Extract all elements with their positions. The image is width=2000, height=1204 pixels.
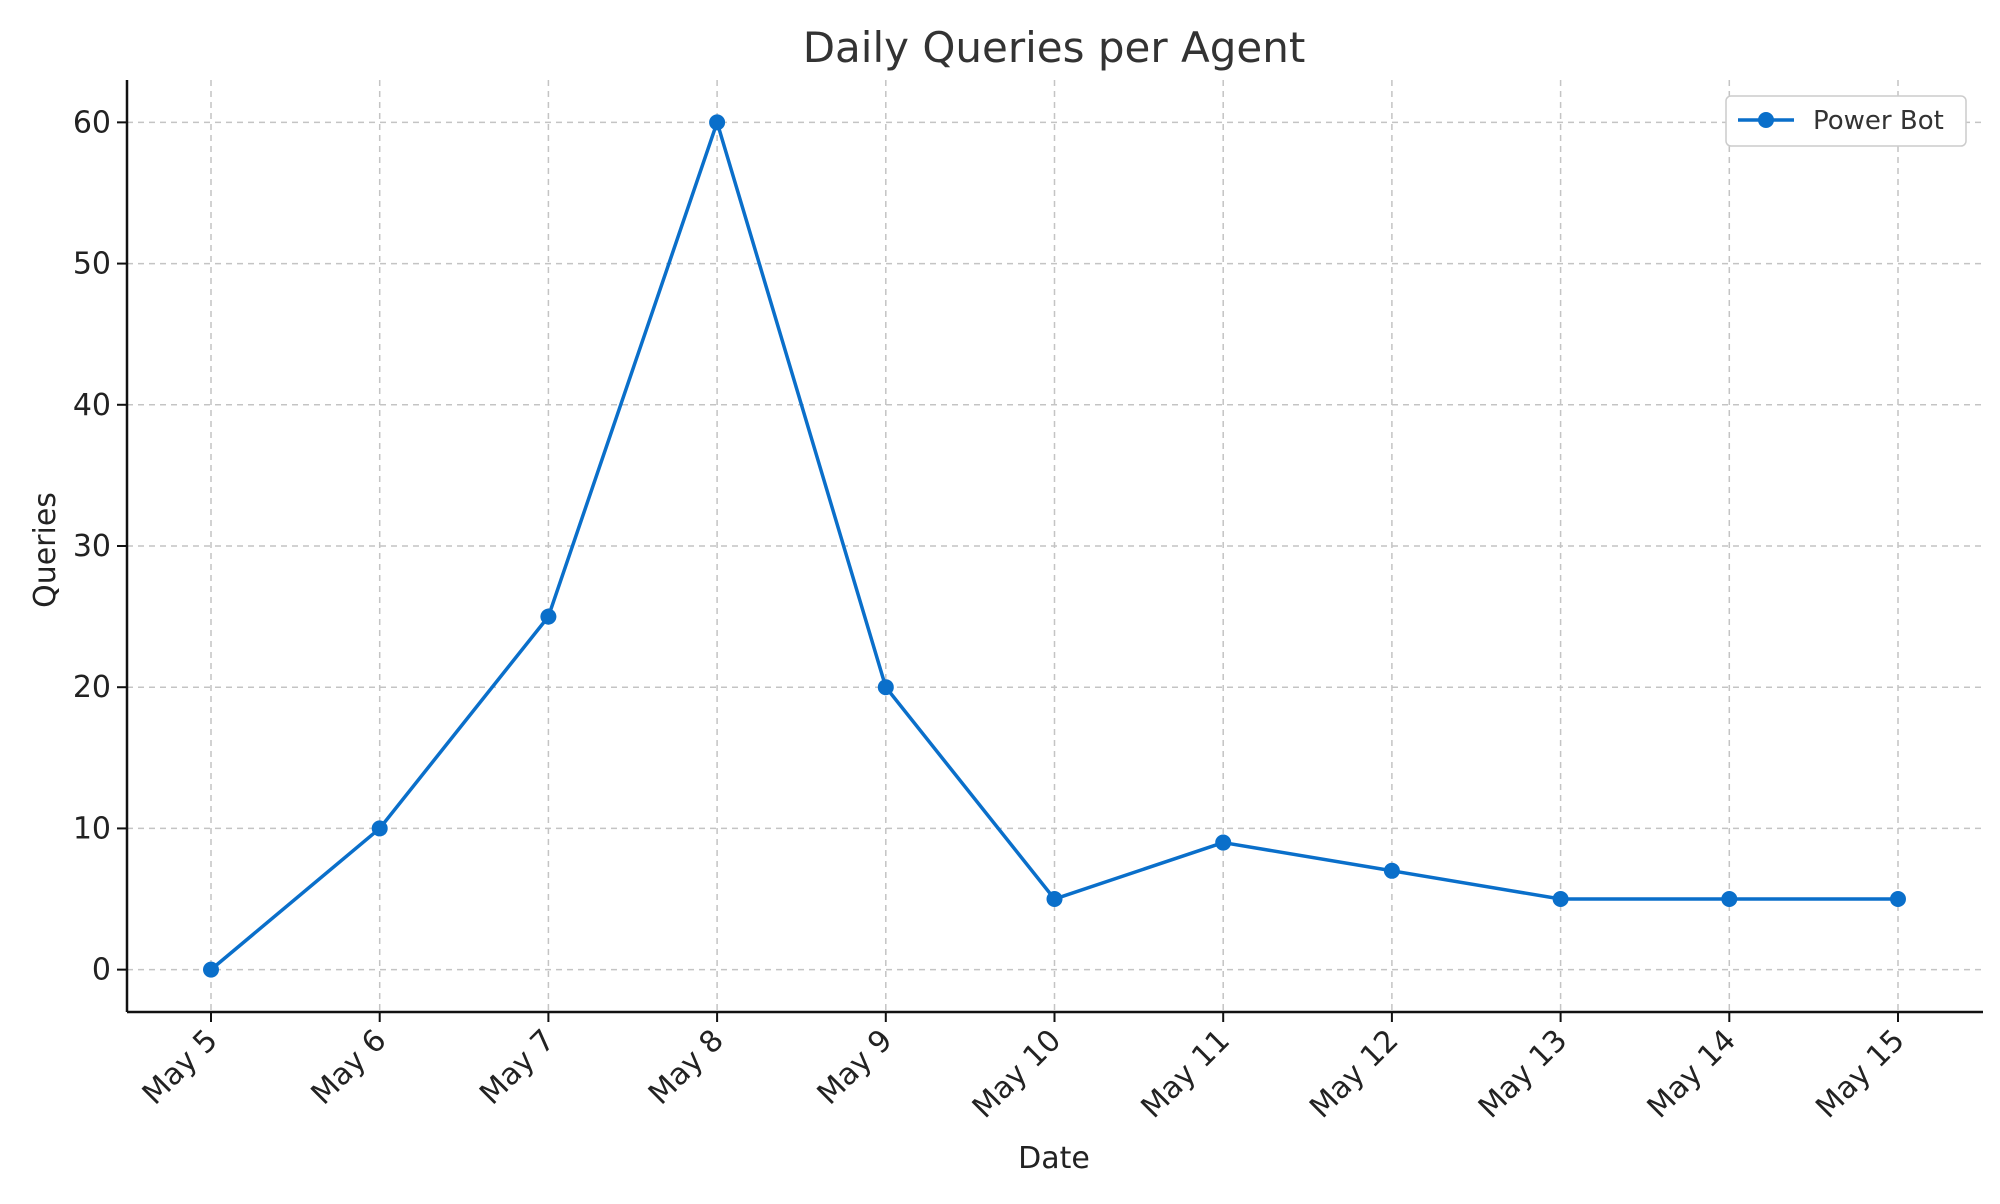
x-tick-label: May 9: [811, 1023, 900, 1112]
legend-box: [1725, 95, 1967, 147]
legend: Power Bot: [1725, 95, 1967, 147]
y-tick-label: 0: [92, 953, 111, 988]
y-tick-label: 60: [73, 105, 111, 140]
legend-marker: [1758, 112, 1774, 128]
chart-title: Daily Queries per Agent: [803, 23, 1306, 72]
y-tick-label: 50: [73, 247, 111, 282]
x-tick-label: May 14: [1641, 1023, 1743, 1125]
x-tick-label: May 11: [1135, 1023, 1237, 1125]
y-axis-label: Queries: [28, 492, 63, 608]
series-layer: [203, 114, 1906, 978]
x-tick-label: May 8: [642, 1023, 731, 1112]
data-point: [1552, 891, 1569, 908]
x-tick-label: May 6: [305, 1023, 394, 1112]
x-tick-label: May 5: [136, 1023, 225, 1112]
data-point: [1721, 891, 1738, 908]
data-point: [540, 608, 557, 625]
tick-labels: May 5 May 6 May 7 May 8 May 9 May 10 May 11 May…: [73, 105, 1912, 1125]
x-tick-label: May 10: [966, 1023, 1068, 1125]
data-point: [203, 961, 219, 978]
gridlines: [127, 80, 1983, 1012]
x-tick-label: May 13: [1472, 1023, 1574, 1125]
data-point: [1383, 862, 1400, 879]
y-tick-label: 30: [73, 529, 111, 564]
legend-label: Power Bot: [1813, 106, 1944, 136]
data-point: [877, 679, 894, 696]
x-tick-label: May 7: [473, 1023, 562, 1112]
data-point: [371, 820, 388, 837]
data-point: [709, 114, 726, 131]
x-axis-label: Date: [1018, 1141, 1090, 1176]
y-tick-label: 20: [73, 670, 111, 705]
data-point: [1046, 891, 1063, 908]
x-tick-label: May 15: [1809, 1023, 1911, 1125]
axes: [117, 80, 1983, 1022]
data-point: [1890, 891, 1906, 908]
y-tick-label: 40: [73, 388, 111, 423]
x-tick-label: May 12: [1303, 1023, 1405, 1125]
y-tick-label: 10: [73, 811, 111, 846]
data-point: [1215, 834, 1232, 851]
